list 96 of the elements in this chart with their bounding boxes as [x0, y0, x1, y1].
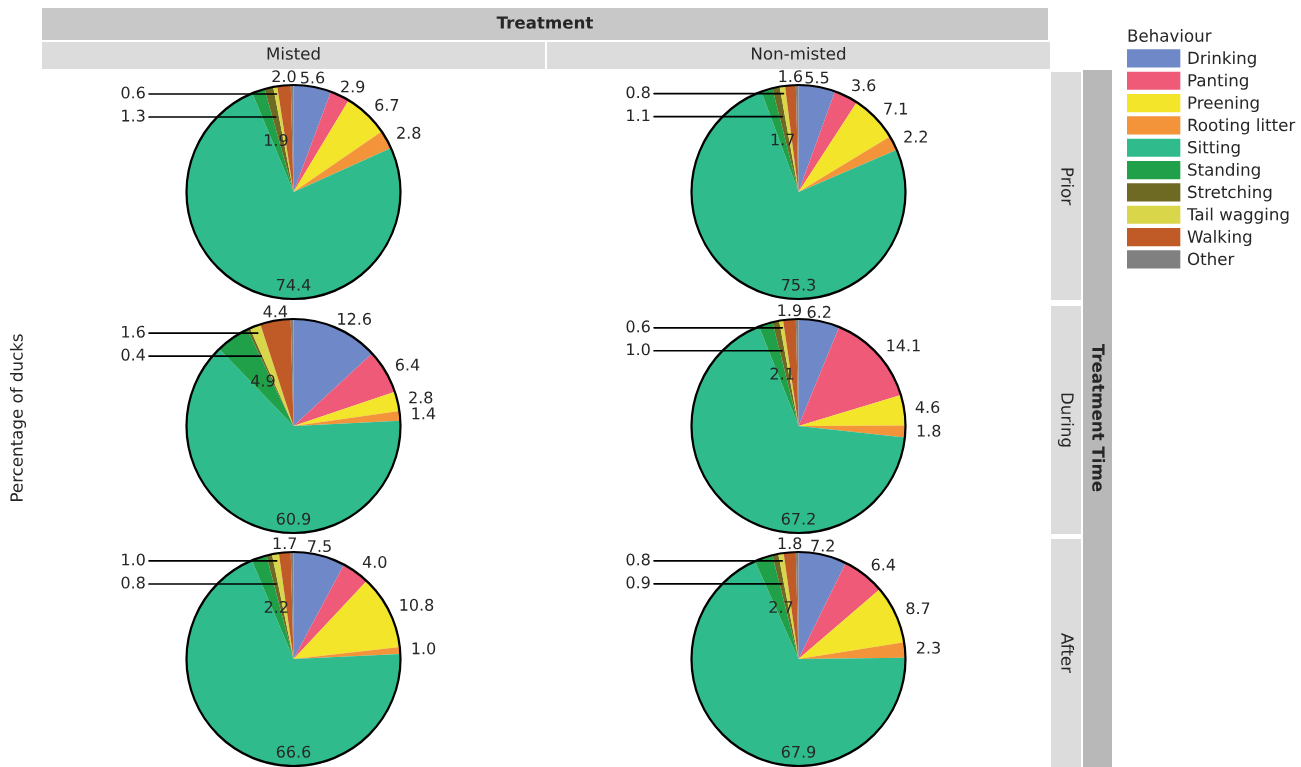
- legend-label: Standing: [1188, 162, 1260, 180]
- pie-slice: [798, 319, 840, 426]
- data-label: 4.0: [362, 555, 387, 568]
- legend-label: Stretching: [1188, 185, 1272, 202]
- pie-slice: [795, 319, 799, 426]
- pie-slice: [293, 580, 400, 659]
- data-label: 1.6: [779, 70, 803, 83]
- data-label: 14.1: [887, 339, 920, 352]
- data-label: 12.6: [338, 312, 372, 325]
- data-label: 1.4: [412, 407, 436, 420]
- pie-slice: [293, 91, 349, 192]
- data-label: 1.0: [412, 642, 436, 655]
- text: Treatment: [496, 16, 594, 29]
- chart-title: Non-misted: [752, 46, 846, 60]
- data-label: 1.6: [122, 325, 145, 338]
- pie-slice: [759, 322, 799, 426]
- legend-label: Tail wagging: [1186, 207, 1289, 224]
- data-label: 4.4: [263, 305, 288, 318]
- data-label: 0.9: [626, 576, 650, 589]
- legend-label: Other: [1187, 252, 1235, 266]
- legend-label: Rooting litter: [1188, 118, 1296, 135]
- pie-slice: [251, 555, 294, 659]
- text: Treatment Time: [1092, 343, 1106, 492]
- data-label: 7.2: [811, 539, 834, 552]
- data-label: 6.4: [395, 358, 420, 371]
- pie-slice: [293, 85, 331, 192]
- pie-slice: [293, 131, 392, 192]
- data-label: 6.7: [375, 98, 399, 111]
- pie-slice: [798, 552, 846, 659]
- data-label: 8.7: [906, 602, 930, 615]
- data-label: 1.8: [917, 424, 941, 437]
- data-label: 6.4: [871, 558, 896, 571]
- data-label: 0.6: [121, 86, 145, 99]
- pie-slice: [795, 552, 799, 659]
- pie-slice: [290, 319, 294, 426]
- data-label: 2.0: [272, 70, 296, 83]
- data-label: 75.3: [782, 278, 815, 291]
- pie-slice: [798, 85, 835, 192]
- pie-slice: [761, 88, 799, 192]
- data-label: 1.3: [122, 109, 145, 122]
- pie-slice: [691, 91, 906, 299]
- pie-slice: [290, 552, 294, 659]
- pie-slice: [252, 88, 294, 192]
- data-label: 1.0: [122, 553, 145, 566]
- data-label: 1.7: [273, 537, 297, 550]
- pie-slice: [293, 552, 344, 659]
- data-label: 7.1: [884, 102, 907, 115]
- pie-slice: [798, 589, 905, 659]
- legend-label: Sitting: [1188, 140, 1240, 157]
- data-label: 2.8: [397, 126, 421, 139]
- pie-slice: [798, 394, 906, 426]
- data-label: 66.6: [276, 745, 311, 758]
- data-label: 6.2: [807, 305, 831, 318]
- chart-title: Misted: [267, 46, 320, 60]
- data-label: 1.0: [627, 343, 650, 356]
- data-label: 10.8: [400, 598, 434, 611]
- text: Percentage of ducks: [9, 334, 27, 501]
- text: Prior: [1061, 168, 1075, 206]
- data-label: 5.5: [805, 71, 829, 84]
- data-label: 1.9: [778, 304, 801, 317]
- legend-label: Walking: [1187, 229, 1252, 247]
- legend-label: Drinking: [1188, 51, 1256, 68]
- data-label: 2.8: [409, 391, 433, 404]
- text: After: [1061, 633, 1075, 674]
- legend-label: Preening: [1188, 95, 1259, 113]
- data-label: 3.6: [852, 79, 876, 92]
- data-label: 1.9: [264, 134, 288, 147]
- pie-slice: [290, 85, 294, 192]
- data-label: 4.6: [915, 401, 940, 414]
- data-label: 0.8: [121, 576, 145, 589]
- data-label: 5.6: [301, 71, 325, 84]
- text: During: [1057, 393, 1075, 447]
- pie-slice: [755, 555, 799, 659]
- data-label: 0.8: [626, 553, 650, 566]
- data-label: 2.3: [916, 641, 940, 654]
- pie-slice: [293, 391, 400, 426]
- data-label: 1.1: [627, 109, 650, 122]
- pie-slice: [798, 91, 857, 192]
- data-label: 74.4: [277, 278, 311, 291]
- data-label: 60.9: [276, 512, 311, 525]
- data-label: 2.2: [904, 130, 927, 143]
- legend-label: Panting: [1188, 73, 1248, 90]
- pie-slice: [219, 329, 294, 426]
- data-label: 0.4: [121, 348, 145, 361]
- data-label: 0.8: [626, 86, 650, 99]
- pie-slice: [795, 85, 799, 192]
- pie-slice: [293, 353, 395, 426]
- data-label: 67.9: [781, 745, 816, 758]
- data-label: 67.2: [781, 512, 815, 525]
- data-label: 2.1: [770, 367, 794, 380]
- data-label: 2.9: [341, 80, 365, 93]
- pie-slice: [798, 136, 897, 192]
- data-label: 0.6: [626, 320, 650, 333]
- legend-title: Behaviour: [1128, 29, 1212, 42]
- data-label: 7.5: [308, 540, 331, 553]
- data-label: 1.8: [778, 537, 802, 550]
